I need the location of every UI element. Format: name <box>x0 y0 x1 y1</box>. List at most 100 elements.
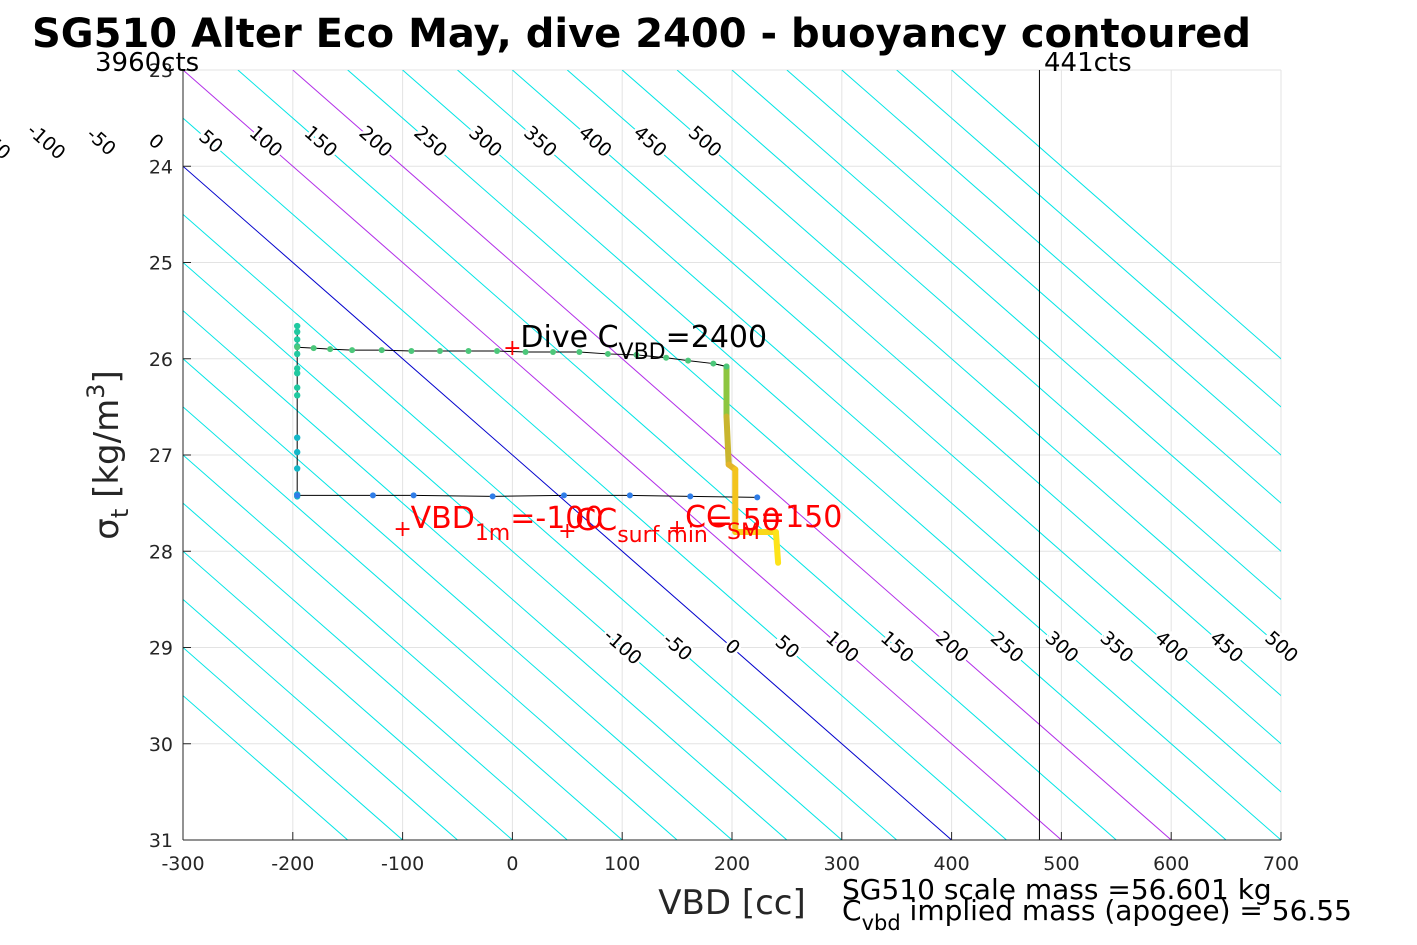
contour-line-highlight <box>183 70 1062 840</box>
marker-vbd_1m: + <box>393 517 411 542</box>
marker-label-cc_sm: CCSM=150 <box>685 500 842 545</box>
track-point-descent <box>293 434 301 441</box>
contour-line <box>183 694 349 840</box>
contour-line <box>237 70 1117 840</box>
track-point-upper <box>633 351 640 358</box>
track-point-upper <box>310 345 317 352</box>
track-point-upper <box>604 350 611 357</box>
track-point-upper <box>576 349 583 356</box>
track-point-descent <box>293 384 301 391</box>
track-point-upper <box>327 346 334 353</box>
contour-line <box>951 70 1281 360</box>
contour-line <box>512 70 1281 745</box>
contour-label: -100 <box>23 119 70 164</box>
contour-line <box>183 117 1007 840</box>
marker-label-dive_cvbd: Dive CVBD=2400 <box>520 320 767 365</box>
contour-line <box>183 358 733 840</box>
track-point-descent <box>293 350 301 358</box>
track-point-upper <box>294 344 301 351</box>
x-tick-label: 500 <box>1043 853 1079 875</box>
chart-title: SG510 Alter Eco May, dive 2400 - buoyanc… <box>32 11 1251 57</box>
y-tick-label: 27 <box>149 445 173 467</box>
track-point-upper <box>550 349 557 356</box>
track-point-upper <box>710 360 717 367</box>
contour-line <box>183 598 458 840</box>
track-point-descent <box>293 336 301 343</box>
track-point-lower <box>626 492 633 499</box>
track-point-descent <box>293 369 301 377</box>
contour-line <box>183 309 788 840</box>
contour-line <box>347 70 1227 840</box>
y-tick-label: 30 <box>149 734 173 756</box>
y-tick-label: 23 <box>149 60 173 82</box>
contour-line <box>183 261 843 840</box>
y-axis-label: σt [kg/m3] <box>82 370 134 539</box>
track-point-upper <box>494 348 501 355</box>
track-point-upper <box>723 363 730 370</box>
contour-line <box>566 70 1281 697</box>
track-point-upper <box>349 347 356 354</box>
track-point-upper <box>685 357 692 364</box>
contour-line-zero <box>183 165 952 840</box>
contour-line <box>621 70 1281 649</box>
contour-line-highlight <box>292 70 1172 840</box>
count-label-right: 441cts <box>1044 48 1132 78</box>
track-point-upper <box>436 348 443 355</box>
track-point-lower <box>410 492 417 499</box>
reference-markers: +Dive CVBD=2400+VBD1m=-100+CCsurf min= 5… <box>393 320 842 548</box>
contour-line <box>183 406 678 840</box>
footer-implied-mass: Cvbd implied mass (apogee) = 56.55 <box>842 894 1352 935</box>
contour-line <box>183 213 898 840</box>
marker-cc_sm: + <box>668 516 686 541</box>
contour-line <box>183 502 568 840</box>
x-tick-label: -300 <box>161 853 204 875</box>
track-line-upper <box>297 346 727 367</box>
track-point-descent <box>293 465 301 472</box>
track-point-descent <box>293 448 301 456</box>
y-tick-label: 24 <box>149 156 173 178</box>
x-tick-label: 400 <box>933 853 969 875</box>
track-point-descent <box>293 392 301 399</box>
y-tick-label: 29 <box>149 638 173 660</box>
y-tick-label: 31 <box>149 830 173 852</box>
x-tick-label: 200 <box>714 853 750 875</box>
marker-cc_surf_min: + <box>558 519 576 544</box>
x-tick-label: 0 <box>506 853 518 875</box>
contour-line <box>841 70 1281 456</box>
dive-track <box>293 322 782 566</box>
x-axis-label: VBD [cc] <box>658 883 806 923</box>
x-tick-label: 100 <box>604 853 640 875</box>
contour-line <box>183 646 403 840</box>
track-point-lower <box>754 494 761 501</box>
y-tick-label: 28 <box>149 541 173 563</box>
contour-line <box>786 70 1281 504</box>
track-point-descent <box>293 322 301 330</box>
track-thick-segment <box>723 413 732 468</box>
contour-line <box>183 454 623 840</box>
contour-line <box>183 550 513 840</box>
footer-c-sub: vbd <box>862 911 901 935</box>
track-point-lower <box>369 492 376 499</box>
x-tick-label: 700 <box>1263 853 1299 875</box>
contour-line <box>896 70 1281 408</box>
track-point-lower <box>489 493 496 500</box>
axes: -300 -200 -100 0 100 200 300 400 500 600 700 23 24 25… <box>149 60 1299 875</box>
contour-label: -50 <box>82 123 120 160</box>
track-line-lower <box>297 494 758 498</box>
x-tick-label: -200 <box>271 853 314 875</box>
contour-line <box>731 70 1281 552</box>
track-point-lower <box>561 492 568 499</box>
track-point-lower <box>294 492 301 499</box>
buoyancy-contours <box>183 70 1281 840</box>
x-tick-label: 300 <box>824 853 860 875</box>
track-point-lower <box>687 493 694 500</box>
footer-c: C <box>842 894 862 927</box>
x-tick-label: -100 <box>381 853 424 875</box>
footer-scale-mass: SG510 scale mass =56.601 kg <box>842 873 1272 906</box>
footer-implied-text: implied mass (apogee) = 56.55 <box>901 894 1352 927</box>
track-thick-segment <box>772 529 782 566</box>
y-tick-label: 25 <box>149 253 173 275</box>
x-tick-label: 600 <box>1153 853 1189 875</box>
contour-label: 0 <box>144 130 168 155</box>
